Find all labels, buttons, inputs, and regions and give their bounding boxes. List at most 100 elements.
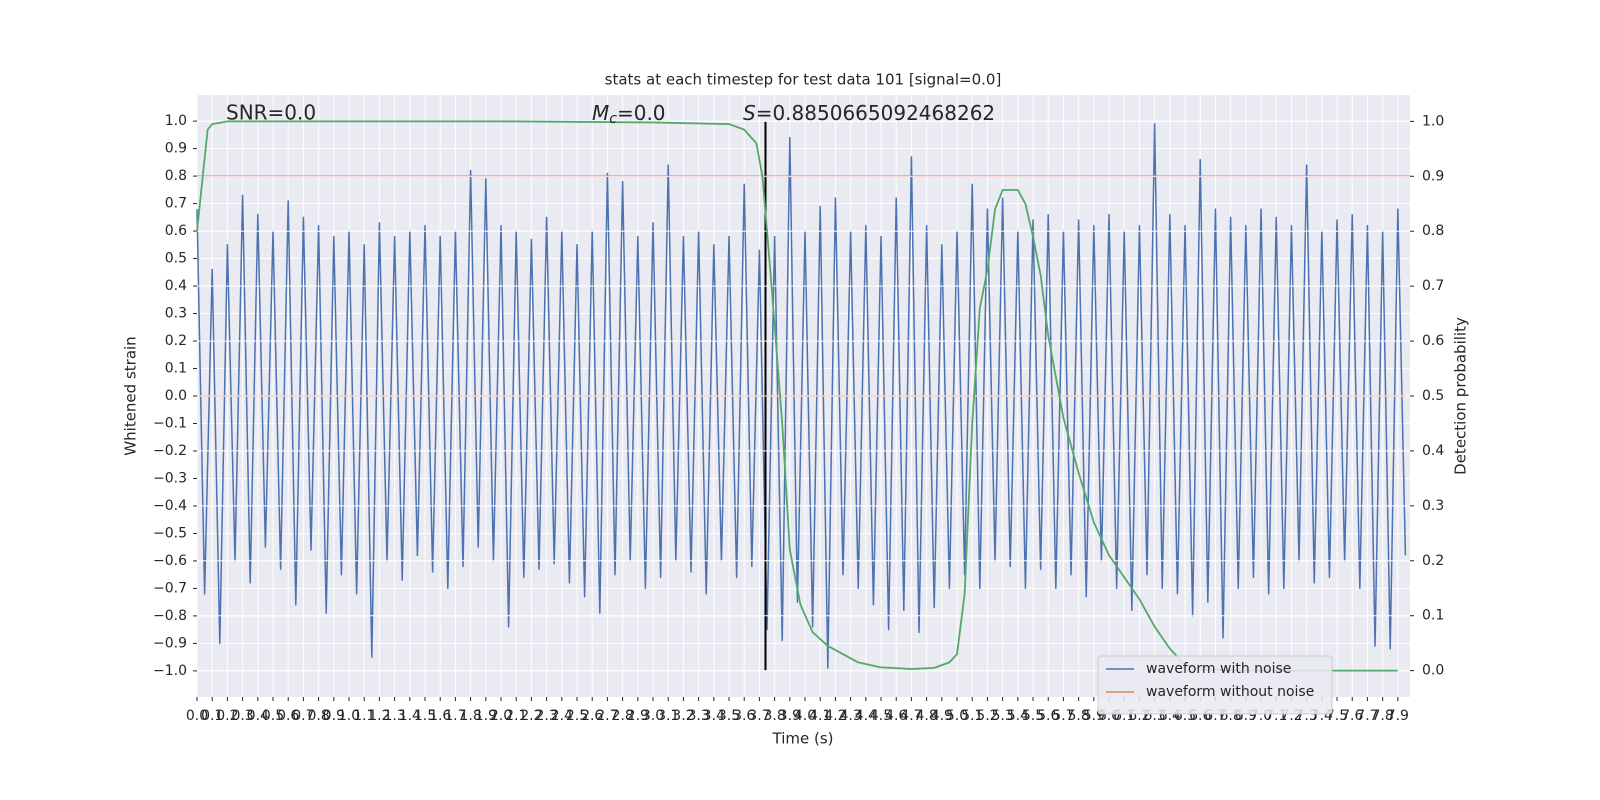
x-axis-label: Time (s) — [772, 730, 834, 748]
x-tick-label: 2.1 — [505, 708, 527, 724]
x-tick-label: 5.0 — [946, 708, 968, 724]
x-tick-label: 5.4 — [1007, 708, 1029, 724]
x-tick-label: 2.8 — [611, 708, 633, 724]
annotation: S=0.8850665092468262 — [743, 101, 995, 125]
x-tick-label: 5.7 — [1052, 708, 1074, 724]
y-tick-label: −0.5 — [153, 525, 187, 541]
x-tick-label: 5.5 — [1022, 708, 1044, 724]
x-tick-label: 7.9 — [1387, 708, 1409, 724]
x-tick-label: 5.1 — [961, 708, 983, 724]
annotation-subscript: c — [609, 111, 617, 127]
x-tick-label: 1.2 — [368, 708, 390, 724]
x-tick-label: 4.4 — [855, 708, 877, 724]
annotation: Mc=0.0 — [592, 101, 666, 128]
x-tick-label: 7.6 — [1341, 708, 1363, 724]
y-tick-label: −1.0 — [153, 663, 187, 679]
legend-box — [1097, 655, 1333, 715]
x-tick-label: 5.2 — [976, 708, 998, 724]
y-axis-label: Whitened strain — [122, 336, 140, 455]
x-tick-label: 3.6 — [733, 708, 755, 724]
x-tick-label: 1.5 — [414, 708, 436, 724]
x-tick-label: 3.4 — [703, 708, 725, 724]
x-tick-label: 1.1 — [353, 708, 375, 724]
y-tick-label: −0.8 — [153, 608, 187, 624]
y-tick-label: 1.0 — [165, 113, 187, 129]
x-tick-label: 4.9 — [931, 708, 953, 724]
x-tick-label: 0.2 — [216, 708, 238, 724]
x-tick-label: 3.2 — [672, 708, 694, 724]
x-tick-label: 0.5 — [262, 708, 284, 724]
y2-tick-label: 0.2 — [1422, 553, 1444, 569]
x-tick-label: 4.7 — [900, 708, 922, 724]
legend-label: waveform without noise — [1146, 684, 1314, 700]
x-tick-label: 0.3 — [231, 708, 253, 724]
y-tick-label: −0.7 — [153, 580, 187, 596]
y-tick-label: 0.6 — [165, 223, 187, 239]
x-tick-label: 2.2 — [520, 708, 542, 724]
x-tick-label: 4.1 — [809, 708, 831, 724]
annotation-value: =0.8850665092468262 — [756, 101, 995, 125]
x-tick-label: 5.8 — [1067, 708, 1089, 724]
annotation: SNR=0.0 — [226, 101, 316, 125]
y-tick-label: 0.7 — [165, 196, 187, 212]
x-tick-label: 1.9 — [475, 708, 497, 724]
x-tick-label: 3.7 — [748, 708, 770, 724]
x-tick-label: 4.5 — [870, 708, 892, 724]
y-tick-label: −0.4 — [153, 498, 187, 514]
y-tick-label: 0.9 — [165, 141, 187, 157]
chart-title: stats at each timestep for test data 101… — [605, 71, 1002, 89]
x-tick-label: 3.0 — [642, 708, 664, 724]
x-tick-label: 1.0 — [338, 708, 360, 724]
x-tick-label: 0.0 — [186, 708, 208, 724]
y-tick-label: 0.1 — [165, 361, 187, 377]
y-tick-label: −0.3 — [153, 470, 187, 486]
x-tick-label: 4.3 — [839, 708, 861, 724]
x-tick-label: 2.3 — [535, 708, 557, 724]
x-tick-label: 2.0 — [490, 708, 512, 724]
x-tick-label: 0.6 — [277, 708, 299, 724]
y-tick-label: 0.4 — [165, 278, 187, 294]
x-tick-label: 5.6 — [1037, 708, 1059, 724]
x-tick-label: 7.7 — [1356, 708, 1378, 724]
annotation-value: =0.0 — [617, 101, 666, 125]
y-tick-label: 0.2 — [165, 333, 187, 349]
x-tick-label: 1.7 — [444, 708, 466, 724]
annotation-symbol: S — [743, 101, 756, 125]
x-tick-label: 1.8 — [459, 708, 481, 724]
x-tick-label: 2.9 — [627, 708, 649, 724]
y-tick-label: 0.5 — [165, 251, 187, 267]
x-tick-label: 4.8 — [915, 708, 937, 724]
x-tick-label: 0.7 — [292, 708, 314, 724]
x-tick-label: 0.1 — [201, 708, 223, 724]
x-tick-label: 7.8 — [1372, 708, 1394, 724]
x-tick-label: 0.8 — [307, 708, 329, 724]
x-tick-label: 3.5 — [718, 708, 740, 724]
y-tick-label: −0.9 — [153, 635, 187, 651]
x-tick-label: 3.9 — [779, 708, 801, 724]
x-tick-label: 1.4 — [399, 708, 421, 724]
x-tick-label: 4.0 — [794, 708, 816, 724]
annotation-symbol: M — [592, 101, 609, 125]
y2-tick-label: 0.3 — [1422, 498, 1444, 514]
y-tick-label: 0.0 — [165, 388, 187, 404]
y2-tick-label: 0.1 — [1422, 608, 1444, 624]
y2-tick-label: 0.9 — [1422, 168, 1444, 184]
y-tick-label: −0.2 — [153, 443, 187, 459]
y2-axis-label: Detection probability — [1452, 317, 1470, 475]
x-tick-label: 1.3 — [383, 708, 405, 724]
x-tick-label: 1.6 — [429, 708, 451, 724]
y-tick-label: 0.3 — [165, 306, 187, 322]
x-tick-label: 2.4 — [551, 708, 573, 724]
y2-tick-label: 0.5 — [1422, 388, 1444, 404]
y2-tick-label: 0.0 — [1422, 663, 1444, 679]
series-line — [196, 123, 1407, 669]
y2-tick-label: 0.7 — [1422, 278, 1444, 294]
x-tick-label: 0.9 — [323, 708, 345, 724]
y-tick-label: −0.6 — [153, 553, 187, 569]
x-tick-label: 4.2 — [824, 708, 846, 724]
y-tick-label: −0.1 — [153, 415, 187, 431]
y-tick-label: 0.8 — [165, 168, 187, 184]
x-tick-label: 3.1 — [657, 708, 679, 724]
x-tick-label: 3.8 — [763, 708, 785, 724]
y2-tick-label: 0.6 — [1422, 333, 1444, 349]
